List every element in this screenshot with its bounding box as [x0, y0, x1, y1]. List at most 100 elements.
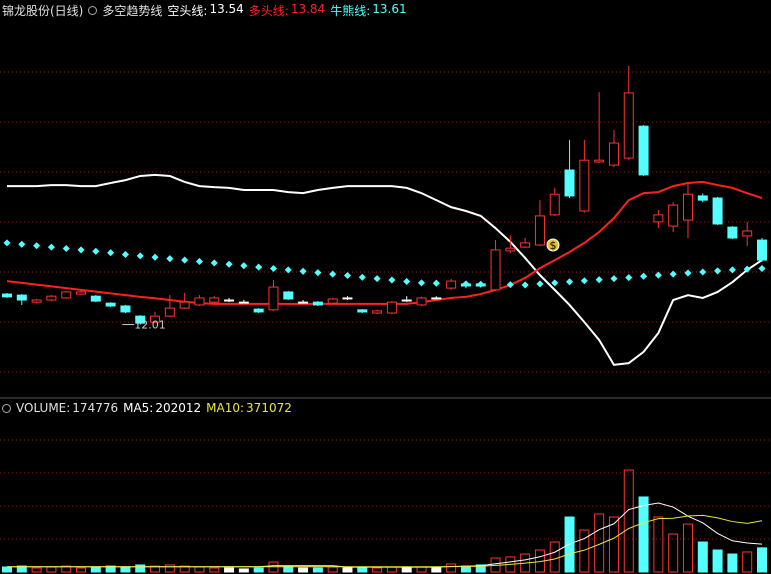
volume-bar	[386, 566, 397, 573]
indicator-icon[interactable]	[88, 5, 98, 15]
candle-body	[653, 214, 664, 223]
volume-bar	[76, 567, 87, 573]
candle-body	[209, 297, 220, 303]
candle-body	[594, 159, 605, 163]
trend-dot	[595, 276, 603, 284]
candle-body	[757, 239, 767, 261]
trend-dot	[343, 271, 352, 280]
trend-dot	[269, 264, 278, 273]
trend-dot	[432, 279, 440, 287]
trend-dot	[728, 266, 736, 274]
candle-body	[386, 301, 397, 314]
stock-name: 锦龙股份(日线)	[2, 3, 84, 18]
trend-dot	[62, 244, 70, 253]
trend-dot	[714, 267, 722, 275]
candle-body	[76, 291, 87, 295]
volume-bar	[46, 566, 57, 573]
candle-body	[312, 301, 323, 306]
candle-body	[534, 215, 545, 246]
candle-body	[401, 299, 412, 302]
candle-body	[238, 301, 249, 304]
legend-name: MA10:	[206, 401, 245, 415]
legend-value: 13.84	[290, 1, 326, 16]
volume-bar	[194, 566, 205, 573]
trend-dot	[210, 259, 218, 267]
volume-bar	[16, 565, 27, 573]
volume-bar	[224, 567, 235, 573]
volume-bar	[135, 564, 146, 573]
trend-line	[7, 173, 763, 366]
money-bag-icon: $	[546, 238, 560, 252]
volume-bar	[623, 469, 634, 573]
candle-body	[682, 193, 693, 221]
legend-value: 13.61	[372, 1, 407, 16]
volume-bar	[31, 567, 42, 573]
volume-legend: VOLUME: 174776 MA5: 202012 MA10: 371072	[2, 400, 292, 416]
candle-body	[623, 92, 634, 159]
volume-bar	[238, 568, 249, 573]
trend-dot	[521, 281, 529, 289]
candle-body	[164, 307, 175, 317]
trend-dot	[314, 269, 322, 277]
candle-body	[520, 242, 531, 248]
legend-item: MA10: 371072	[206, 401, 292, 415]
trend-dot	[625, 274, 633, 282]
volume-bar	[372, 567, 383, 573]
volume-bar	[697, 541, 708, 573]
trend-dot	[417, 279, 426, 287]
legend-name: 空头线:	[167, 3, 208, 18]
trend-dot	[195, 257, 203, 266]
volume-bar	[61, 565, 72, 573]
candle-body	[446, 280, 457, 289]
candle-body	[742, 230, 753, 237]
svg-text:$: $	[550, 239, 557, 252]
volume-bar	[164, 564, 175, 573]
ma-line	[7, 502, 763, 568]
candle-body	[327, 298, 338, 304]
volume-bar	[475, 564, 486, 573]
grid	[0, 71, 771, 540]
trend-dot	[3, 239, 11, 247]
candle-body	[105, 302, 116, 307]
price-legend: 锦龙股份(日线) 多空趋势线 空头线: 13.54 多头线: 13.84 牛熊线: 13.…	[2, 2, 407, 18]
indicator-icon[interactable]	[2, 403, 11, 413]
candle-body	[298, 301, 309, 304]
trend-dot	[299, 267, 307, 275]
trend-line	[6, 180, 763, 305]
candle-body	[475, 283, 486, 287]
legend-value: 202012	[155, 401, 202, 415]
trend-dot	[536, 280, 544, 288]
trend-dot	[743, 265, 751, 273]
trend-dot	[329, 270, 337, 278]
trend-dot	[240, 262, 248, 270]
volume-bar	[105, 565, 116, 573]
trend-dot	[166, 255, 174, 263]
volume-bar	[357, 567, 368, 573]
ma-line	[7, 514, 763, 568]
candle-body	[2, 293, 12, 298]
candle-body	[179, 301, 190, 309]
volume-bar	[327, 566, 338, 573]
legend-name: MA5:	[123, 401, 154, 415]
candle-body	[357, 309, 368, 313]
trend-dot	[758, 264, 766, 273]
trend-dot	[92, 247, 100, 255]
trend-dot	[640, 272, 648, 280]
candle-body	[120, 305, 131, 313]
trend-dot	[358, 273, 366, 281]
candle-body	[61, 291, 72, 299]
volume-bar	[150, 565, 161, 573]
trend-dot	[403, 277, 411, 285]
legend-value: 371072	[246, 401, 292, 415]
candle-body	[253, 308, 264, 313]
candle-body	[668, 204, 679, 227]
trend-dot	[566, 278, 574, 286]
volume-bar	[416, 566, 427, 573]
candle-body	[727, 226, 738, 239]
annotation-label: 12.01	[134, 319, 166, 332]
volume-bar	[253, 567, 264, 573]
volume-bar	[727, 553, 738, 573]
trend-dot	[18, 240, 26, 248]
candle-body	[579, 159, 590, 212]
